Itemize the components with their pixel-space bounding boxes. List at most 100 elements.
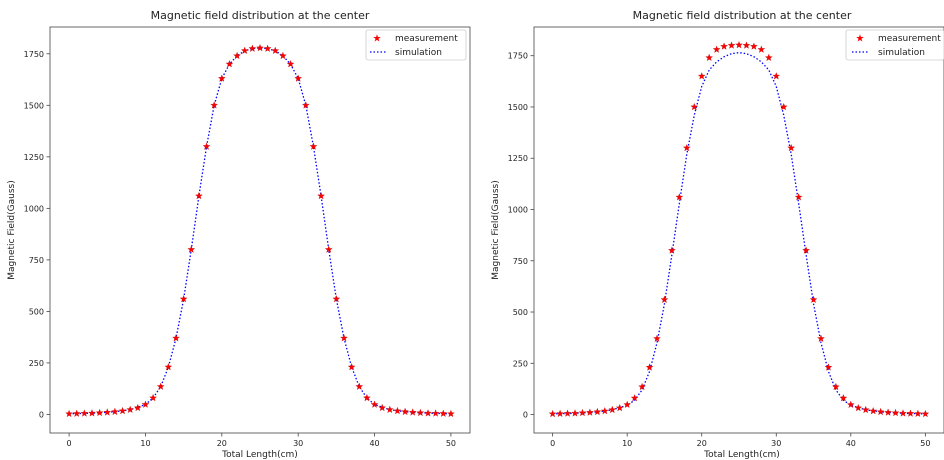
x-tick-label: 50 (920, 439, 930, 448)
measurement-point (563, 409, 572, 417)
measurement-point (571, 409, 579, 417)
plot-area (533, 26, 944, 434)
x-tick-label: 0 (67, 439, 72, 448)
measurement-point (787, 143, 796, 152)
measurement-point (608, 405, 617, 414)
measurement-point (248, 44, 257, 52)
measurement-point (202, 142, 211, 150)
measurement-point (914, 409, 922, 417)
measurement-point (95, 408, 104, 417)
series-simulation (552, 51, 926, 415)
measurement-point (884, 408, 892, 416)
measurement-point (210, 101, 219, 109)
measurement-point (271, 46, 280, 54)
measurement-point (225, 60, 234, 68)
measurement-point (899, 409, 907, 417)
measurement-point (757, 45, 766, 53)
x-tick-label: 40 (846, 439, 856, 448)
measurement-point (263, 44, 272, 52)
measurement-point (712, 45, 721, 53)
legend-star-icon: ★ (373, 34, 382, 45)
x-tick-label: 30 (771, 439, 781, 448)
measurement-point (118, 406, 127, 415)
legend-box (845, 29, 944, 61)
y-tick-label: 250 (513, 359, 528, 368)
measurement-point (809, 295, 818, 303)
x-tick-label: 20 (697, 439, 707, 448)
x-tick-label: 20 (217, 439, 227, 448)
measurement-point (195, 191, 203, 200)
y-tick-label: 1500 (24, 101, 44, 110)
legend-label-simulation: simulation (395, 48, 442, 58)
measurement-point (727, 41, 736, 49)
measurement-point (906, 409, 915, 417)
chart-title: Magnetic field distribution at the cente… (633, 9, 852, 22)
measurement-point (279, 51, 287, 60)
x-tick-label: 10 (622, 439, 632, 448)
legend: ★ measurement simulation (365, 29, 467, 61)
y-tick-label: 500 (513, 308, 528, 317)
y-tick-label: 1250 (508, 154, 528, 163)
measurement-point (65, 409, 73, 418)
y-tick-label: 750 (29, 256, 44, 265)
measurement-point (164, 363, 173, 371)
measurement-point (447, 409, 455, 418)
measurement-point (126, 405, 135, 413)
measurement-point (891, 408, 900, 417)
measurement-point (772, 72, 781, 80)
measurement-point (378, 403, 387, 412)
measurement-point (401, 407, 409, 416)
measurement-point (690, 102, 699, 111)
measurement-point (309, 142, 318, 150)
y-tick-label: 500 (29, 307, 44, 316)
measurement-point (586, 408, 594, 416)
y-tick-label: 1750 (508, 52, 528, 61)
plot-area (49, 26, 471, 434)
y-tick-label: 1250 (24, 153, 44, 162)
measurement-point (233, 51, 241, 60)
measurement-point (861, 405, 870, 414)
measurement-point (424, 409, 432, 417)
measurement-point (217, 74, 226, 82)
series-measurement (65, 43, 455, 418)
simulation-line (552, 51, 926, 415)
y-ticks: 0 250 500 750 1000 1250 1500 1750 (24, 50, 50, 419)
legend-star-icon: ★ (856, 34, 865, 45)
measurement-point (347, 363, 356, 371)
measurement-point (794, 193, 803, 201)
legend-label-measurement: measurement (395, 34, 458, 44)
measurement-point (286, 60, 295, 68)
measurement-point (324, 245, 333, 253)
measurement-point (393, 406, 402, 415)
measurement-point (301, 101, 310, 109)
measurement-point (363, 393, 371, 402)
measurement-point (578, 408, 587, 417)
y-tick-label: 1000 (508, 205, 528, 214)
measurement-point (548, 409, 557, 418)
measurement-point (593, 407, 602, 416)
measurement-point (645, 363, 654, 371)
y-tick-label: 0 (523, 411, 528, 420)
measurement-point (921, 409, 930, 418)
measurement-point (824, 363, 833, 371)
measurement-point (103, 408, 112, 416)
legend: ★ measurement simulation (845, 29, 944, 61)
measurement-point (846, 400, 855, 408)
x-tick-label: 30 (293, 439, 303, 448)
measurement-point (869, 407, 878, 415)
y-tick-label: 1500 (508, 103, 528, 112)
y-axis-label: Magnetic Field(Gauss) (7, 180, 17, 279)
measurement-point (133, 403, 142, 412)
chart-right: Magnetic field distribution at the cente… (491, 9, 944, 460)
measurement-point (630, 394, 639, 402)
measurement-point (638, 382, 646, 391)
measurement-point (615, 403, 624, 412)
measurement-point (187, 245, 196, 253)
measurement-point (256, 43, 264, 52)
legend-box (365, 29, 467, 61)
series-measurement (548, 41, 930, 418)
measurement-point (556, 409, 564, 417)
y-tick-label: 250 (29, 359, 44, 368)
measurement-point (705, 53, 714, 62)
y-axis-label: Magnetic Field(Gauss) (491, 180, 501, 279)
